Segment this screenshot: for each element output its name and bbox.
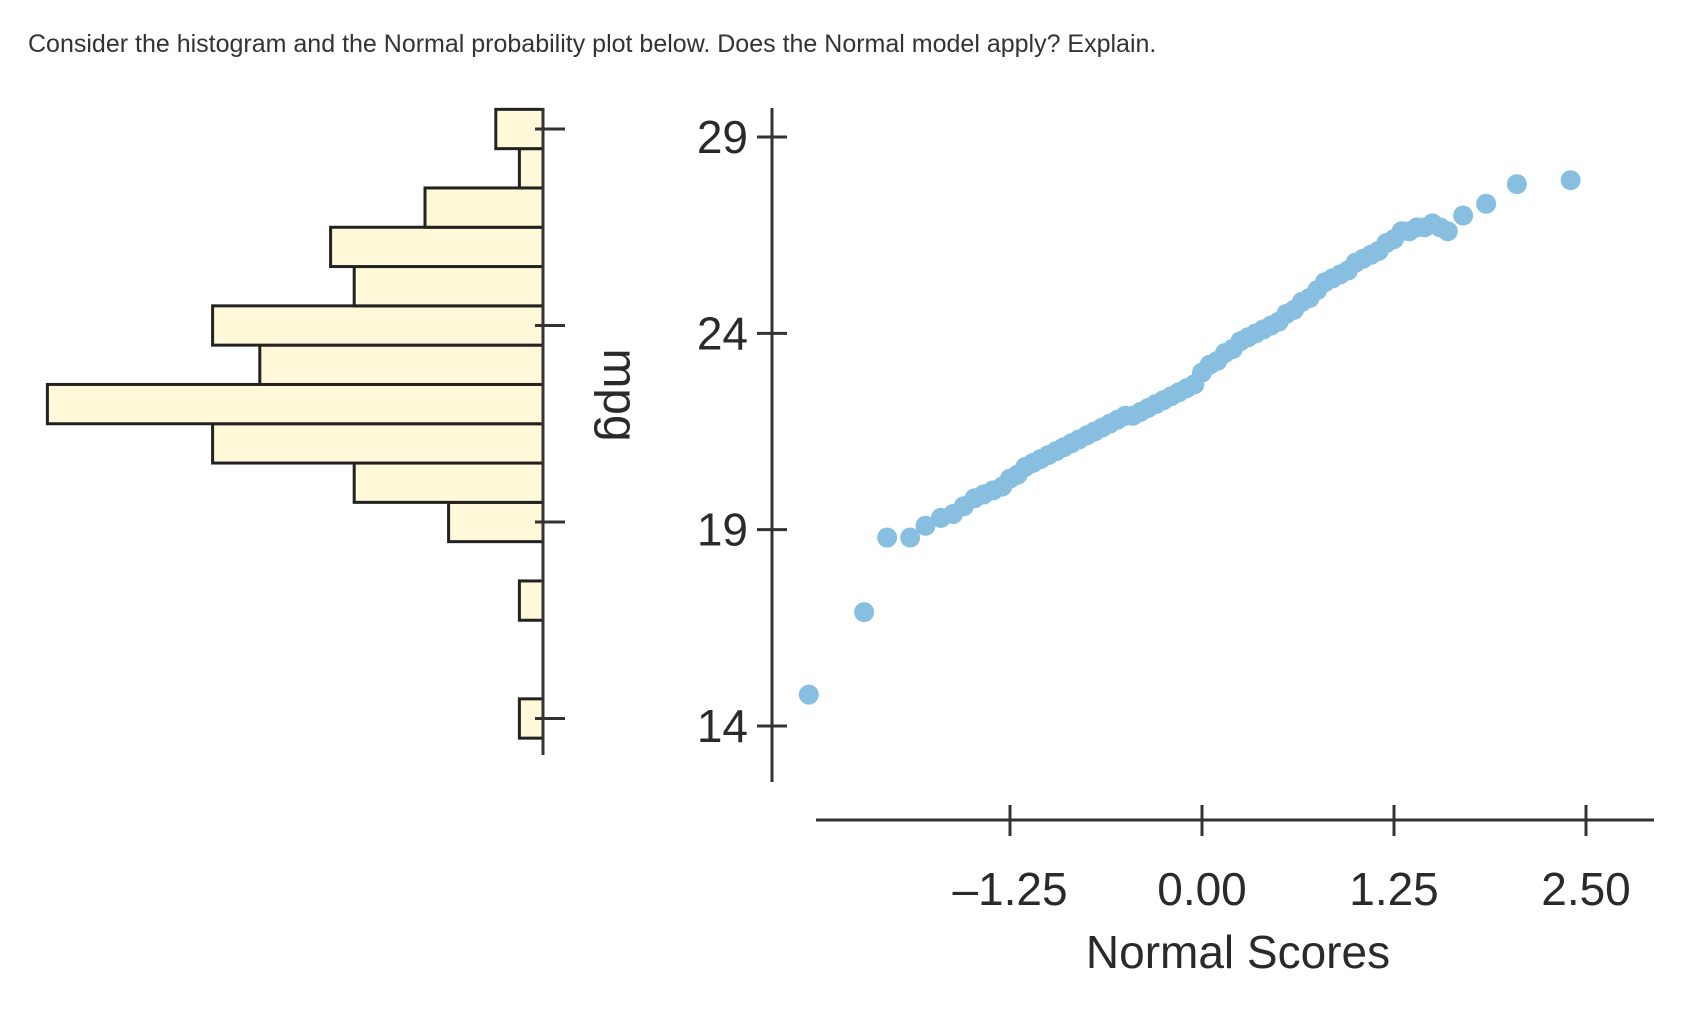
- data-point: [854, 602, 875, 623]
- y-axis-label: mpg: [593, 348, 646, 441]
- histogram-bar: [258, 343, 545, 386]
- data-point: [798, 684, 819, 705]
- data-point: [900, 527, 921, 548]
- y-axis-ticks: 29 24 19 14: [697, 111, 787, 752]
- y-tick-label: 14: [697, 700, 748, 752]
- data-point: [1453, 205, 1474, 226]
- y-tick-label: 19: [697, 504, 748, 556]
- data-point: [1437, 221, 1458, 242]
- data-points: [798, 170, 1581, 705]
- data-point: [915, 515, 936, 536]
- normal-probability-plot: 29 24 19 14 –1.25 0.00 1.25 2.50 mpg Normal Sc…: [593, 108, 1654, 978]
- histogram-bar: [211, 304, 545, 347]
- question-text: Consider the histogram and the Normal pr…: [28, 30, 1157, 58]
- x-axis-ticks: –1.25 0.00 1.25 2.50: [952, 805, 1631, 915]
- histogram-bars: [45, 107, 545, 740]
- x-tick-label: 0.00: [1157, 863, 1247, 915]
- histogram: [45, 107, 565, 755]
- x-tick-label: 1.25: [1349, 863, 1439, 915]
- y-tick-label: 24: [697, 307, 748, 359]
- histogram-bar: [352, 265, 545, 308]
- histogram-bar: [329, 225, 545, 269]
- data-point: [1476, 193, 1497, 214]
- data-point: [877, 527, 898, 548]
- histogram-bar: [517, 147, 545, 190]
- x-tick-label: –1.25: [952, 863, 1067, 915]
- histogram-bar: [423, 186, 545, 229]
- histogram-bar: [352, 461, 545, 504]
- data-point: [1506, 174, 1527, 195]
- x-axis-label: Normal Scores: [1086, 926, 1390, 978]
- x-tick-label: 2.50: [1541, 863, 1631, 915]
- y-tick-label: 29: [697, 111, 748, 163]
- histogram-bar: [45, 382, 545, 426]
- histogram-ticks: [535, 127, 565, 720]
- histogram-bar: [447, 500, 545, 544]
- data-point: [1560, 170, 1581, 191]
- histogram-bar: [211, 422, 545, 465]
- histogram-bar: [517, 579, 545, 622]
